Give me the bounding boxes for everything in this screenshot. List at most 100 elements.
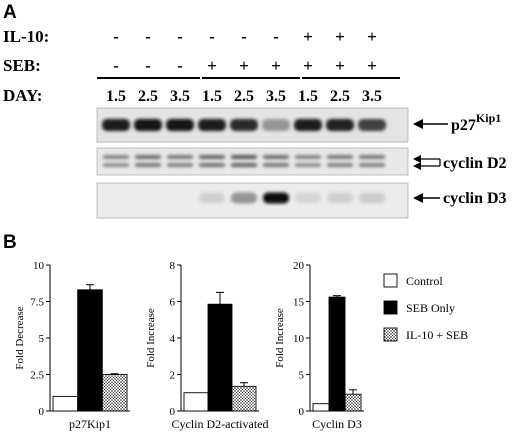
band <box>263 192 289 204</box>
day-label: 1.5 <box>298 88 318 105</box>
y-tick-label: 10 <box>33 260 45 272</box>
band-upper <box>103 155 129 159</box>
p27-bands <box>102 119 386 131</box>
bar-charts: 0 2.5 5 7.5 10 Fold Decrease p27Kip1 0 2 4 6 8 Fold … <box>14 260 364 431</box>
x-axis-label: Cyclin D3 <box>312 417 362 431</box>
il10-symbol: - <box>241 27 247 46</box>
band-lower <box>199 163 225 167</box>
band <box>198 119 226 131</box>
band-upper <box>295 155 321 159</box>
seb-symbol: + <box>367 56 377 75</box>
y-axis-label: Fold Increase <box>274 308 286 368</box>
cyclin-d3-arrow <box>413 193 440 203</box>
band <box>326 119 354 131</box>
x-axis-label: p27Kip1 <box>69 417 111 431</box>
il10-symbol: - <box>177 27 183 46</box>
il10-symbol: - <box>209 27 215 46</box>
il10-symbol: + <box>335 27 345 46</box>
y-tick-label: 4 <box>170 333 176 345</box>
p27-name: p27 <box>451 117 476 134</box>
legend-swatch-control <box>383 273 398 288</box>
bar-il-10-seb <box>231 385 257 412</box>
il10-symbol: + <box>367 27 377 46</box>
legend-swatch-il10-seb <box>383 327 398 342</box>
day-label: 2.5 <box>330 88 350 105</box>
band <box>134 119 162 131</box>
bar-seb-only <box>77 289 103 412</box>
band-upper <box>327 155 353 159</box>
bar-chart-1: 0 2.5 5 7.5 10 Fold Decrease p27Kip1 <box>14 260 130 431</box>
band <box>230 119 258 131</box>
bar-control <box>312 403 330 412</box>
bar-control <box>183 392 209 412</box>
cyclin-d2-arrows <box>413 155 441 170</box>
band-lower <box>295 163 321 167</box>
il10-symbol: - <box>273 27 279 46</box>
p27-arrow <box>413 119 448 129</box>
band-upper <box>263 155 289 159</box>
legend: Control SEB Only IL-10 + SEB <box>383 273 468 342</box>
y-axis-label: Fold Increase <box>145 308 157 368</box>
band <box>327 192 353 204</box>
y-tick-label: 8 <box>170 260 176 272</box>
day-label: 1.5 <box>202 88 222 105</box>
bar-il-10-seb <box>101 374 128 412</box>
band-upper <box>231 155 257 159</box>
band <box>294 119 322 131</box>
y-tick-label: 2 <box>170 370 176 382</box>
band <box>262 119 290 131</box>
p27-superscript: Kip1 <box>476 111 501 125</box>
seb-symbol: + <box>207 56 217 75</box>
band <box>166 119 194 131</box>
band-upper <box>199 155 225 159</box>
band-lower <box>263 163 289 167</box>
band <box>359 192 385 204</box>
y-tick-label: 0 <box>39 406 45 418</box>
il10-symbol: - <box>113 27 119 46</box>
y-tick-label: 6 <box>170 297 176 309</box>
band <box>199 192 225 204</box>
band-lower <box>359 163 385 167</box>
band-lower <box>103 163 129 167</box>
day-label: 1.5 <box>106 88 126 105</box>
blot-strip-d2 <box>96 147 409 176</box>
y-axis-label: Fold Decrease <box>14 306 26 369</box>
legend-control-label: Control <box>406 274 443 288</box>
p27-band-label: p27Kip1 <box>451 111 501 134</box>
seb-symbol: + <box>239 56 249 75</box>
day-label: 2.5 <box>234 88 254 105</box>
panel-b-label: B <box>3 232 17 253</box>
legend-swatch-seb <box>383 300 398 315</box>
bar-chart-2: 0 2 4 6 8 Fold Increase Cyclin D2-activated <box>145 260 268 431</box>
seb-symbol: + <box>303 56 313 75</box>
cyclin-d2-label: cyclin D2 <box>443 155 507 172</box>
day-label: 2.5 <box>138 88 158 105</box>
bar-seb-only <box>328 296 346 412</box>
il10-symbol: + <box>303 27 313 46</box>
band-upper <box>135 155 161 159</box>
band <box>295 192 321 204</box>
seb-symbol: + <box>271 56 281 75</box>
y-tick-label: 10 <box>293 333 305 345</box>
il10-row-label: IL-10: <box>3 27 49 46</box>
band <box>231 192 257 204</box>
y-tick-label: 7.5 <box>30 297 44 309</box>
cyclin-d3-bands <box>199 192 385 204</box>
bar-seb-only <box>207 303 233 412</box>
y-tick-label: 2.5 <box>30 370 44 382</box>
seb-symbol: - <box>177 56 183 75</box>
y-tick-label: 0 <box>299 406 305 418</box>
seb-symbols: - - - + + + + + + <box>113 56 377 75</box>
x-axis-label: Cyclin D2-activated <box>172 417 269 431</box>
cyclin-d3-label: cyclin D3 <box>443 190 507 207</box>
seb-row-label: SEB: <box>3 56 41 75</box>
band-lower <box>231 163 257 167</box>
il10-symbol: - <box>145 27 151 46</box>
day-label: 3.5 <box>266 88 286 105</box>
bar-chart-3: 0 5 10 15 20 Fold Increase Cyclin D3 <box>274 260 364 431</box>
band-upper <box>167 155 193 159</box>
band-lower <box>167 163 193 167</box>
panel-a-label: A <box>3 2 17 23</box>
bar-il-10-seb <box>344 393 362 412</box>
day-row-label: DAY: <box>3 86 42 105</box>
